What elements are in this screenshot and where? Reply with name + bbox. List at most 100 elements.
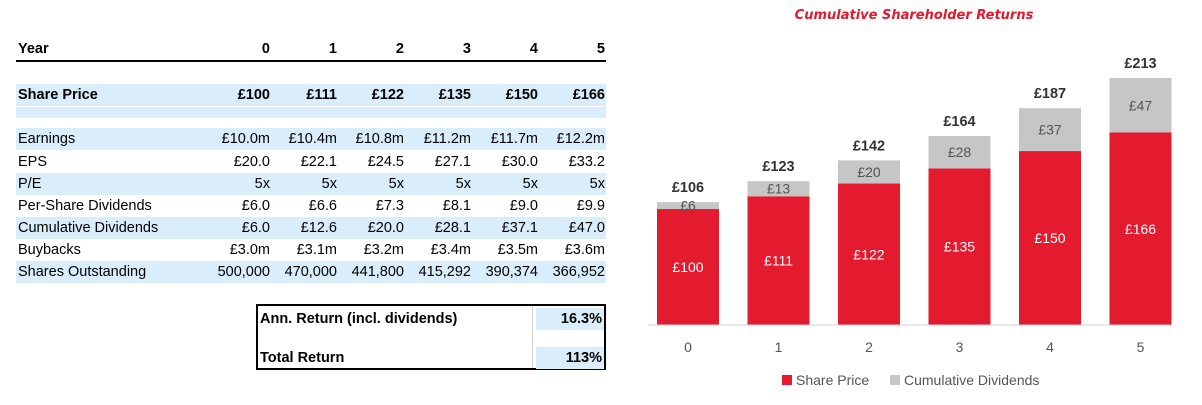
legend-label-share-price: Share Price — [796, 372, 869, 388]
data-label-share-price: £111 — [764, 253, 793, 269]
table-cell: 441,800 — [351, 264, 404, 280]
bar-share-price — [1019, 151, 1081, 325]
legend-label-cumulative-dividends: Cumulative Dividends — [904, 372, 1039, 388]
total-label: £142 — [853, 138, 885, 154]
year-cell: 0 — [261, 41, 270, 57]
table-cell: £10.4m — [288, 131, 337, 147]
per-share-dividends-row: Per-Share Dividends £6.0 £6.6 £7.3 £8.1 … — [16, 195, 606, 217]
table-cell: £28.1 — [434, 220, 471, 236]
bar-share-price — [747, 196, 810, 325]
bars-group: £100 £6 £106 £111 £13 £123 £122 £20 £142 £135 £28 £… — [657, 56, 1172, 325]
earnings-label: Earnings — [18, 131, 76, 147]
buybacks-label: Buybacks — [18, 242, 81, 258]
per-share-dividends-label: Per-Share Dividends — [18, 198, 152, 214]
table-cell: 390,374 — [485, 264, 538, 280]
chart-legend: Share Price Cumulative Dividends — [782, 372, 1039, 388]
earnings-row: Earnings £10.0m £10.4m £10.8m £11.2m £11… — [16, 128, 606, 150]
total-return-value: 113% — [536, 347, 604, 369]
bar-cumulative-dividends — [657, 202, 719, 210]
bar-share-price — [928, 168, 991, 325]
table-cell: £3.1m — [296, 242, 337, 258]
table-cell: £11.7m — [490, 131, 538, 147]
spacer-row — [16, 107, 606, 118]
total-return-row: Total Return 113% — [258, 347, 604, 369]
table-cell: 5x — [388, 176, 404, 192]
pe-row: P/E 5x 5x 5x 5x 5x 5x — [16, 173, 606, 195]
table-cell: 5x — [455, 176, 471, 192]
table-cell: £47.0 — [568, 220, 605, 236]
cumulative-returns-chart: Cumulative Shareholder Returns £100£6£10… — [648, 8, 1172, 388]
bar-cumulative-dividends — [1019, 108, 1081, 152]
table-cell: £10.0m — [221, 131, 270, 147]
total-label: £123 — [762, 159, 794, 175]
table-cell: £12.6 — [300, 220, 337, 236]
table-cell: £6.6 — [308, 198, 337, 214]
year-cell: 3 — [462, 41, 471, 57]
year-cell: 5 — [596, 41, 605, 57]
data-label-cumulative-dividends: £28 — [948, 144, 972, 160]
data-label-cumulative-dividends: £13 — [767, 181, 791, 197]
share-price-cell: £166 — [572, 87, 605, 103]
table-cell: £11.2m — [423, 131, 471, 147]
pe-label: P/E — [18, 176, 42, 192]
shares-outstanding-label: Shares Outstanding — [18, 264, 147, 280]
table-cell: 5x — [254, 176, 270, 192]
returns-divider — [532, 306, 533, 368]
table-cell: £3.4m — [430, 242, 471, 258]
data-label-cumulative-dividends: £47 — [1129, 97, 1153, 113]
bar-cumulative-dividends — [838, 160, 900, 184]
annual-return-label: Ann. Return (incl. dividends) — [260, 311, 458, 327]
table-cell: £27.1 — [434, 154, 471, 170]
data-label-cumulative-dividends: £6 — [680, 198, 696, 214]
data-label-share-price: £135 — [944, 239, 975, 255]
returns-box: Ann. Return (incl. dividends) 16.3% Tota… — [256, 304, 606, 370]
share-price-cell: £100 — [237, 87, 270, 103]
x-tick-label: 5 — [1137, 339, 1145, 355]
table-cell: £20.0 — [233, 154, 270, 170]
data-label-cumulative-dividends: £37 — [1038, 122, 1062, 138]
share-price-row: Share Price £100 £111 £122 £135 £150 £16… — [16, 84, 606, 106]
x-tick-label: 3 — [956, 339, 964, 355]
table-cell: 470,000 — [284, 264, 337, 280]
table-cell: 5x — [589, 176, 605, 192]
year-cell: 1 — [328, 41, 337, 57]
table-cell: £9.0 — [509, 198, 538, 214]
annual-return-value: 16.3% — [536, 308, 604, 330]
table-cell: 366,952 — [552, 264, 605, 280]
bar-cumulative-dividends — [928, 135, 991, 169]
bar-cumulative-dividends — [1109, 78, 1172, 133]
table-cell: £8.1 — [442, 198, 471, 214]
table-cell: £6.0 — [241, 220, 270, 236]
bar-share-price — [657, 209, 719, 325]
buybacks-row: Buybacks £3.0m £3.1m £3.2m £3.4m £3.5m £… — [16, 239, 606, 261]
total-label: £187 — [1034, 86, 1066, 102]
table-cell: £30.0 — [501, 154, 538, 170]
table-cell: £20.0 — [367, 220, 404, 236]
table-cell: £12.2m — [556, 131, 605, 147]
cumulative-dividends-row: Cumulative Dividends £6.0 £12.6 £20.0 £2… — [16, 217, 606, 239]
eps-row: EPS £20.0 £22.1 £24.5 £27.1 £30.0 £33.2 — [16, 151, 606, 173]
total-label: £164 — [943, 114, 975, 130]
bar-share-price — [838, 183, 900, 325]
table-cell: £33.2 — [568, 154, 605, 170]
table-cell: £3.2m — [363, 242, 404, 258]
total-label: £213 — [1124, 56, 1156, 72]
x-tick-label: 1 — [775, 339, 783, 355]
annual-return-row: Ann. Return (incl. dividends) 16.3% — [258, 308, 604, 330]
x-axis-ticks: 0 1 2 3 4 5 — [684, 339, 1145, 355]
x-tick-label: 2 — [865, 339, 873, 355]
share-price-cell: £150 — [505, 87, 538, 103]
data-label-share-price: £150 — [1034, 230, 1065, 246]
bar-cumulative-dividends — [747, 181, 810, 197]
year-header-row: Year 0 1 2 3 4 5 — [16, 38, 606, 62]
table-cell: 5x — [522, 176, 538, 192]
table-cell: 415,292 — [418, 264, 471, 280]
year-label: Year — [18, 41, 49, 57]
table-cell: 500,000 — [217, 264, 270, 280]
table-cell: £7.3 — [375, 198, 404, 214]
x-tick-label: 4 — [1046, 339, 1054, 355]
legend-swatch-share-price — [782, 375, 792, 385]
cumulative-dividends-label: Cumulative Dividends — [18, 220, 159, 236]
data-label-cumulative-dividends: £20 — [857, 164, 881, 180]
year-cell: 2 — [395, 41, 404, 57]
